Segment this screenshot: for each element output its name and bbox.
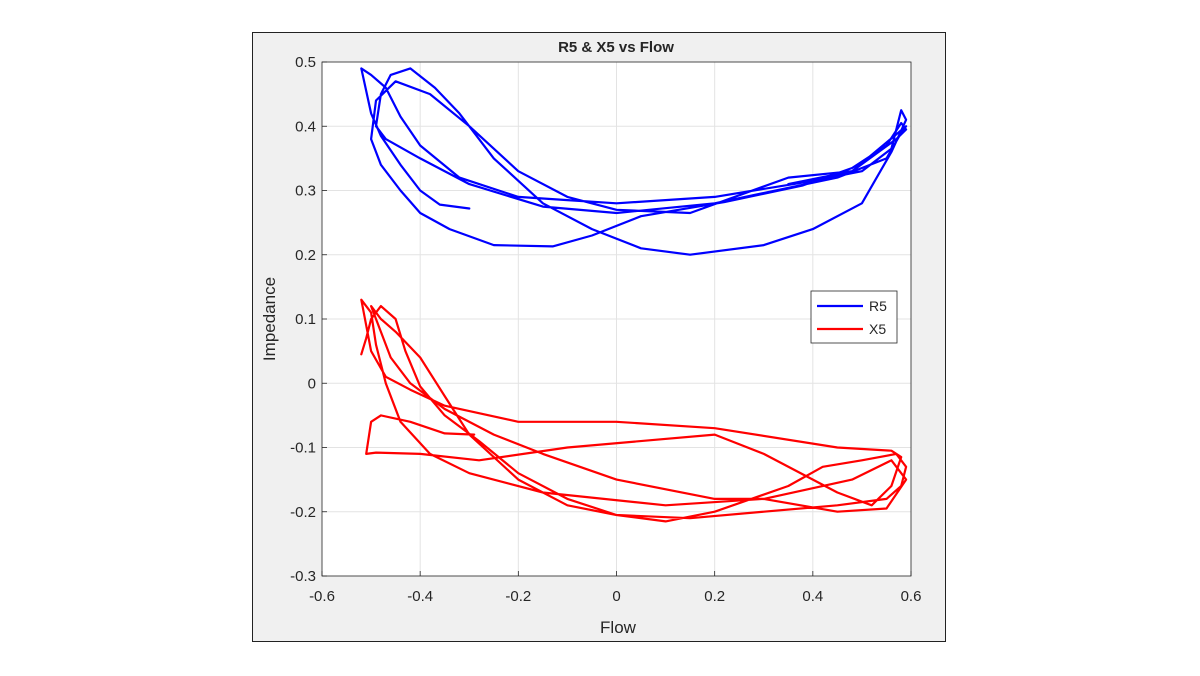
- y-tick-label: 0.2: [295, 247, 316, 264]
- x-tick-label: 0.4: [802, 588, 823, 605]
- y-axis-label: Impedance: [260, 277, 279, 361]
- legend-label-x5: X5: [869, 321, 886, 337]
- legend-box: [810, 290, 898, 344]
- figure-window: -0.6 -0.4 -0.2 0 0.2 0.4 0.6 0.5 0.4 0.3 0.2 0.1 0-…: [252, 32, 946, 642]
- series-layer: [360, 67, 908, 523]
- series-line-r5: [360, 67, 908, 256]
- y-tick-label: 0.5: [295, 54, 316, 71]
- y-tick-label: -0.2: [290, 504, 316, 521]
- x-tick-label: -0.2: [505, 588, 531, 605]
- y-axis: 0.5 0.4 0.3 0.2 0.1 0 -0.1 -0.2 -0.3: [290, 54, 327, 585]
- chart-title: R5 & X5 vs Flow: [558, 39, 674, 56]
- x-tick-label: -0.4: [407, 588, 433, 605]
- y-tick-label: 0: [308, 375, 316, 392]
- x-tick-label: 0.2: [704, 588, 725, 605]
- line-chart: -0.6 -0.4 -0.2 0 0.2 0.4 0.6 0.50.40.30.20.10-…: [260, 39, 921, 637]
- x-axis: -0.6 -0.4 -0.2 0 0.2 0.4 0.6: [309, 571, 921, 605]
- y-tick-label: 0.3: [295, 183, 316, 200]
- x-tick-label: 0: [612, 588, 620, 605]
- x-axis-label: Flow: [600, 618, 637, 637]
- x-tick-label: -0.6: [309, 588, 335, 605]
- y-tick-label: 0.4: [295, 118, 316, 135]
- legend-label-r5: R5: [869, 298, 887, 314]
- series-line-x5: [360, 298, 908, 523]
- legend: R5 X5: [810, 290, 898, 344]
- y-tick-label: 0.1: [295, 311, 316, 328]
- y-tick-label: -0.1: [290, 440, 316, 457]
- y-tick-label: -0.3: [290, 568, 316, 585]
- x-tick-label: 0.6: [901, 588, 922, 605]
